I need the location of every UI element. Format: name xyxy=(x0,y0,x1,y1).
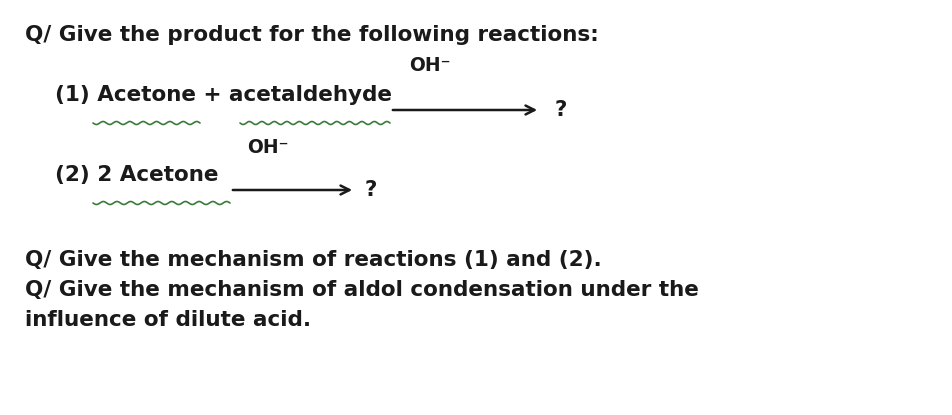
Text: (2) 2 Acetone: (2) 2 Acetone xyxy=(55,165,219,185)
Text: Q/ Give the mechanism of reactions (1) and (2).: Q/ Give the mechanism of reactions (1) a… xyxy=(25,250,602,270)
Text: ?: ? xyxy=(365,180,377,200)
Text: OH⁻: OH⁻ xyxy=(248,138,288,157)
Text: ?: ? xyxy=(555,100,567,120)
Text: Q/ Give the mechanism of aldol condensation under the: Q/ Give the mechanism of aldol condensat… xyxy=(25,280,699,300)
Text: Q/ Give the product for the following reactions:: Q/ Give the product for the following re… xyxy=(25,25,599,45)
Text: OH⁻: OH⁻ xyxy=(409,56,450,75)
Text: influence of dilute acid.: influence of dilute acid. xyxy=(25,310,311,330)
Text: (1) Acetone + acetaldehyde: (1) Acetone + acetaldehyde xyxy=(55,85,392,105)
